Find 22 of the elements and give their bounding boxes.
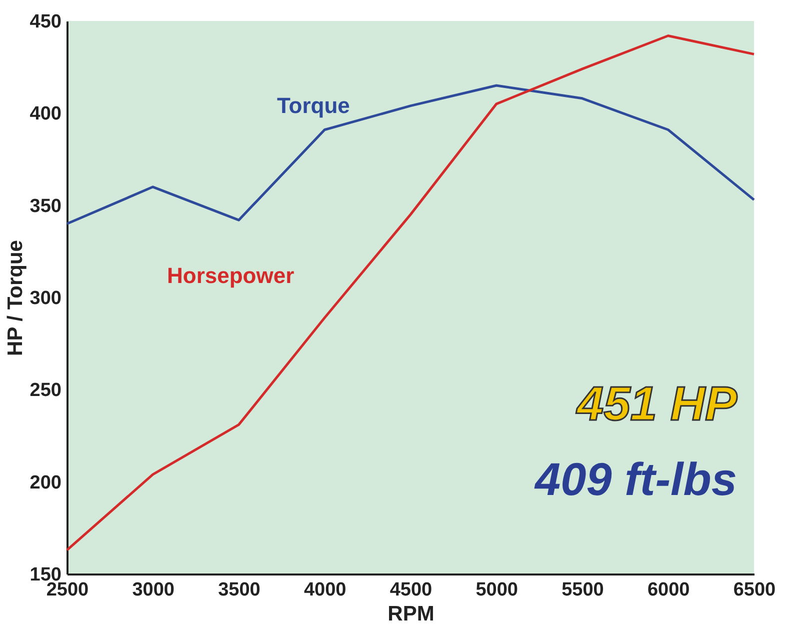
x-tick-label: 4000 xyxy=(304,580,346,600)
line-series xyxy=(66,84,756,226)
x-tick-label: 5000 xyxy=(476,580,518,600)
series-label: Horsepower xyxy=(167,263,295,288)
y-tick-label: 200 xyxy=(30,472,62,494)
x-axis-title: RPM xyxy=(388,602,434,626)
x-tick-label: 6000 xyxy=(647,580,690,600)
series-label: Torque xyxy=(277,93,350,118)
y-tick-label: 250 xyxy=(30,380,62,402)
x-tick-label: 4500 xyxy=(390,580,432,600)
line-series xyxy=(66,34,756,552)
y-tick-label: 300 xyxy=(30,288,62,309)
y-tick-label: 350 xyxy=(30,196,62,217)
y-axis-title: HP / Torque xyxy=(4,240,27,356)
annotation: 409 ft-lbs xyxy=(534,453,737,505)
x-tick-label: 3500 xyxy=(218,580,260,600)
y-tick-label: 400 xyxy=(30,104,62,125)
annotation: 451 HP xyxy=(576,378,738,431)
y-tick-label: 450 xyxy=(30,12,62,32)
x-tick-label: 3000 xyxy=(132,580,175,600)
x-tick-label: 6500 xyxy=(733,580,776,600)
x-tick-label: 5500 xyxy=(562,580,604,600)
